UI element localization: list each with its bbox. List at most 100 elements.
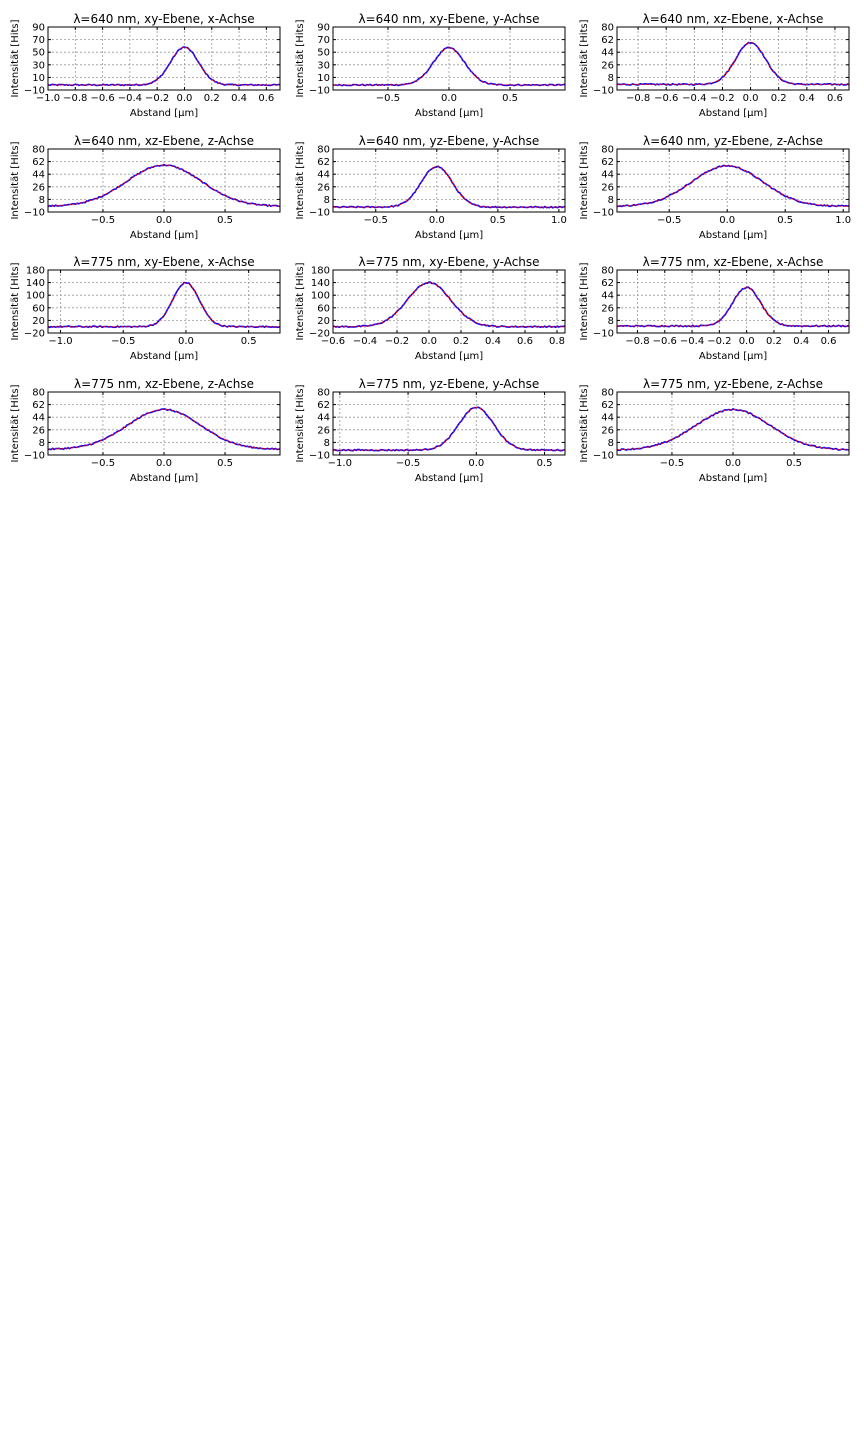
y-tick-label: 30 [317,60,330,71]
x-tick-label: −1.0 [328,458,352,469]
y-tick-label: 50 [32,48,45,59]
y-tick-label: 100 [26,291,45,302]
x-tick-label: 0.6 [258,93,274,104]
x-tick-label: 0.0 [178,336,194,347]
y-tick-label: 70 [32,35,45,46]
y-axis-label: Intensität [Hits] [579,19,590,97]
x-tick-label: 0.5 [777,215,793,226]
x-axis-label: Abstand [μm] [415,230,483,241]
y-tick-label: −10 [24,451,45,462]
x-tick-label: 0.0 [429,215,445,226]
x-tick-label: −0.4 [682,93,706,104]
fit-series-line [333,282,565,328]
x-tick-label: −0.2 [385,336,409,347]
x-tick-label: −0.2 [707,336,731,347]
y-tick-label: 44 [601,48,614,59]
x-tick-label: 0.0 [156,215,172,226]
x-tick-label: 0.0 [739,336,755,347]
y-tick-label: 50 [317,48,330,59]
x-tick-label: 0.0 [468,458,484,469]
y-tick-label: 8 [608,73,614,84]
data-series-line [616,164,850,208]
axes-frame [616,26,850,91]
y-tick-label: −10 [24,86,45,97]
x-axis-label: Abstand [μm] [130,108,198,119]
x-tick-label: −0.5 [660,458,684,469]
y-tick-label: 10 [317,73,330,84]
y-tick-label: 62 [601,157,614,168]
x-tick-label: 0.4 [231,93,247,104]
y-tick-label: 80 [317,388,330,399]
axes-frame [47,269,281,334]
x-tick-label: −0.6 [654,93,678,104]
x-tick-label: 0.4 [799,93,815,104]
y-tick-label: 90 [317,23,330,34]
y-tick-label: 62 [601,400,614,411]
x-axis-label: Abstand [μm] [130,230,198,241]
y-tick-label: 26 [601,425,614,436]
fit-series-line [333,47,565,86]
y-axis-label: Intensität [Hits] [295,384,306,462]
x-tick-label: −0.4 [680,336,704,347]
y-tick-label: 62 [601,35,614,46]
x-tick-label: −0.5 [111,336,135,347]
x-tick-label: −0.4 [353,336,377,347]
y-tick-label: 8 [608,316,614,327]
x-tick-label: −0.8 [625,336,649,347]
fit-series-line [616,409,850,451]
y-tick-label: 180 [26,266,45,277]
y-tick-label: −20 [24,329,45,340]
y-tick-label: 62 [32,157,45,168]
y-tick-label: 8 [324,438,330,449]
fit-series-line [617,41,849,85]
x-axis-label: Abstand [μm] [415,108,483,119]
y-axis-label: Intensität [Hits] [10,262,21,340]
x-tick-label: 0.2 [771,93,787,104]
fit-series-line [48,46,280,86]
x-tick-label: 0.2 [204,93,220,104]
subplot-title: λ=775 nm, xy-Ebene, y-Achse [358,255,539,269]
x-axis-label: Abstand [μm] [130,351,198,362]
y-tick-label: 44 [317,413,330,424]
y-tick-label: 44 [601,170,614,181]
subplot-title: λ=640 nm, yz-Ebene, z-Achse [643,134,823,148]
y-tick-label: −20 [309,329,330,340]
y-tick-label: 80 [601,266,614,277]
x-tick-label: 0.0 [743,93,759,104]
x-tick-label: 0.5 [217,458,233,469]
x-tick-label: 0.5 [502,93,518,104]
y-tick-label: 8 [608,438,614,449]
y-tick-label: −10 [309,451,330,462]
y-tick-label: 44 [317,170,330,181]
x-tick-label: −0.2 [145,93,169,104]
axes-frame [332,148,566,213]
subplot-title: λ=775 nm, xy-Ebene, x-Achse [73,255,254,269]
y-tick-label: 62 [32,400,45,411]
y-tick-label: 140 [26,278,45,289]
y-tick-label: 8 [324,195,330,206]
y-tick-label: 180 [311,266,330,277]
x-tick-label: 0.6 [517,336,533,347]
y-axis-label: Intensität [Hits] [295,262,306,340]
y-tick-label: 26 [601,182,614,193]
y-tick-label: 80 [32,145,45,156]
y-tick-label: 60 [32,303,45,314]
y-tick-label: −10 [309,86,330,97]
x-tick-label: 1.0 [835,215,851,226]
axes-frame [332,391,566,456]
y-tick-label: 62 [601,278,614,289]
subplot-title: λ=775 nm, yz-Ebene, y-Achse [359,377,540,391]
x-tick-label: 0.0 [421,336,437,347]
x-axis-label: Abstand [μm] [415,351,483,362]
x-tick-label: 0.0 [441,93,457,104]
y-tick-label: 20 [32,316,45,327]
fit-series-line [333,165,565,208]
y-tick-label: 44 [601,291,614,302]
subplot-title: λ=775 nm, xz-Ebene, x-Achse [643,255,824,269]
x-tick-label: −0.5 [396,458,420,469]
